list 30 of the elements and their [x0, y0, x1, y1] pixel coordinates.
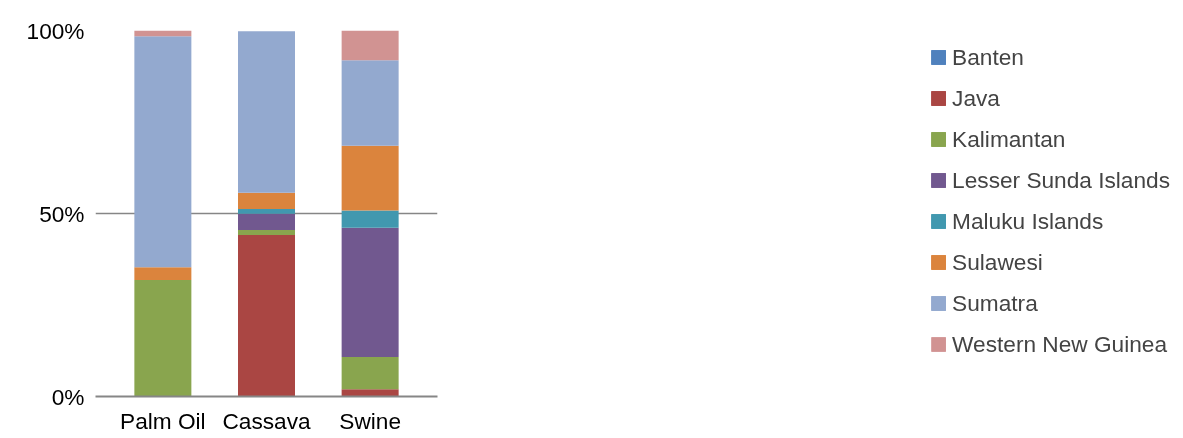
bar: [341, 145, 399, 211]
legend-label: Sumatra: [952, 288, 1038, 318]
bar: [238, 192, 295, 210]
bar: [134, 280, 192, 397]
bar: [341, 60, 399, 146]
bar: [238, 235, 295, 397]
x-tick-label: Cassava: [222, 407, 311, 434]
legend-label: Western New Guinea: [952, 329, 1168, 359]
bar: [134, 267, 192, 281]
legend-label: Kalimantan: [952, 124, 1066, 154]
bar: [341, 210, 399, 228]
bar: [341, 30, 399, 61]
y-tick-label: 0%: [51, 383, 85, 410]
legend-label: Sulawesi: [952, 247, 1043, 277]
legend-label: Java: [952, 83, 1000, 113]
legend-label: Lesser Sunda Islands: [952, 165, 1170, 195]
bar: [238, 213, 295, 230]
bar: [134, 36, 192, 268]
bar: [238, 209, 295, 214]
x-tick-label: Swine: [339, 407, 401, 434]
bar: [341, 389, 399, 397]
x-tick-label: Palm Oil: [120, 407, 206, 434]
legend-label: Banten: [952, 42, 1024, 72]
bar: [341, 227, 399, 357]
bar: [238, 31, 295, 193]
bar: [238, 229, 295, 236]
y-tick-label: 100%: [26, 17, 85, 44]
y-tick-label: 50%: [39, 200, 85, 227]
bar: [341, 356, 399, 390]
legend-label: Maluku Islands: [952, 206, 1104, 236]
